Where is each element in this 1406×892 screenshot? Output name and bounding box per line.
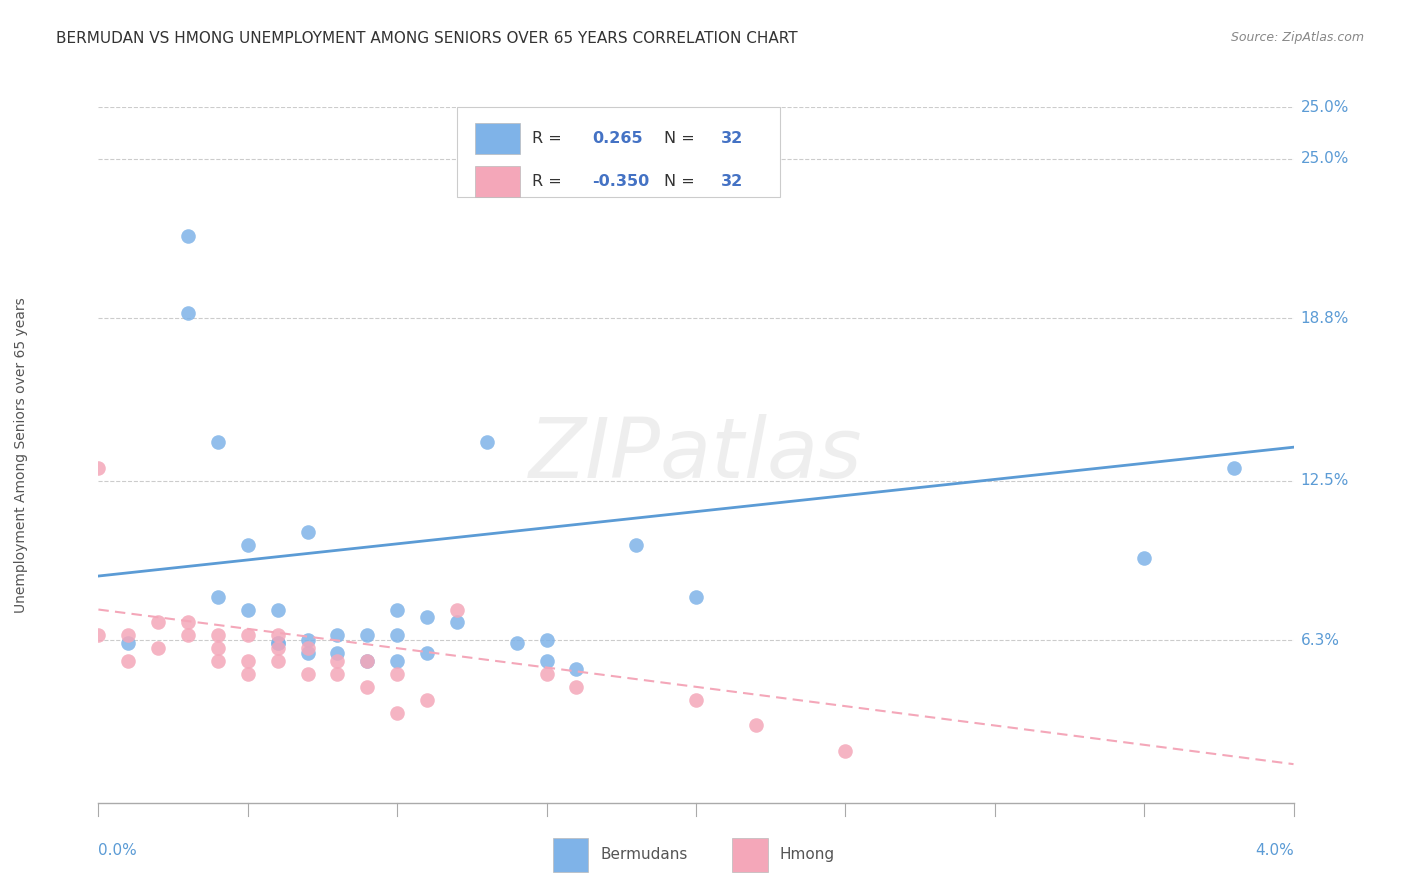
Point bbox=[356, 654, 378, 668]
Point bbox=[87, 460, 110, 475]
Text: -0.350: -0.350 bbox=[592, 174, 650, 189]
FancyBboxPatch shape bbox=[553, 838, 589, 872]
Point bbox=[416, 646, 439, 660]
Point bbox=[565, 680, 588, 694]
Point bbox=[1222, 460, 1246, 475]
Text: 12.5%: 12.5% bbox=[1301, 473, 1348, 488]
Text: 32: 32 bbox=[721, 174, 744, 189]
Text: ZIPatlas: ZIPatlas bbox=[529, 415, 863, 495]
Point bbox=[385, 706, 409, 720]
Point bbox=[385, 628, 409, 642]
Point bbox=[207, 628, 229, 642]
Point bbox=[236, 538, 259, 552]
Point bbox=[207, 654, 229, 668]
FancyBboxPatch shape bbox=[733, 838, 768, 872]
Point bbox=[536, 654, 558, 668]
Text: BERMUDAN VS HMONG UNEMPLOYMENT AMONG SENIORS OVER 65 YEARS CORRELATION CHART: BERMUDAN VS HMONG UNEMPLOYMENT AMONG SEN… bbox=[56, 31, 797, 46]
Point bbox=[506, 636, 529, 650]
Point bbox=[446, 615, 468, 630]
Point bbox=[297, 641, 319, 656]
FancyBboxPatch shape bbox=[475, 166, 520, 197]
Point bbox=[267, 628, 290, 642]
Point bbox=[207, 435, 229, 450]
Point bbox=[236, 667, 259, 681]
Point bbox=[177, 306, 200, 320]
Text: 6.3%: 6.3% bbox=[1301, 633, 1340, 648]
Point bbox=[148, 641, 170, 656]
Point bbox=[267, 636, 290, 650]
Point bbox=[685, 590, 707, 604]
Point bbox=[177, 628, 200, 642]
Point bbox=[117, 654, 139, 668]
Text: 25.0%: 25.0% bbox=[1301, 151, 1348, 166]
Point bbox=[356, 680, 378, 694]
Text: 4.0%: 4.0% bbox=[1254, 843, 1294, 858]
Point bbox=[236, 654, 259, 668]
Point bbox=[356, 654, 378, 668]
Point bbox=[326, 654, 349, 668]
Point bbox=[297, 525, 319, 540]
Point bbox=[416, 610, 439, 624]
Text: R =: R = bbox=[533, 131, 567, 146]
Point bbox=[267, 602, 290, 616]
Point bbox=[385, 667, 409, 681]
Point bbox=[297, 667, 319, 681]
Text: Unemployment Among Seniors over 65 years: Unemployment Among Seniors over 65 years bbox=[14, 297, 28, 613]
Text: 18.8%: 18.8% bbox=[1301, 310, 1348, 326]
Point bbox=[267, 641, 290, 656]
Point bbox=[536, 667, 558, 681]
Point bbox=[177, 615, 200, 630]
Point bbox=[297, 646, 319, 660]
Point bbox=[148, 615, 170, 630]
Text: 32: 32 bbox=[721, 131, 744, 146]
Text: 25.0%: 25.0% bbox=[1301, 100, 1348, 114]
Text: N =: N = bbox=[664, 174, 700, 189]
Point bbox=[385, 602, 409, 616]
Text: Source: ZipAtlas.com: Source: ZipAtlas.com bbox=[1230, 31, 1364, 45]
Text: Hmong: Hmong bbox=[779, 847, 835, 863]
Point bbox=[685, 692, 707, 706]
Point bbox=[385, 654, 409, 668]
Point bbox=[565, 662, 588, 676]
Point bbox=[1133, 551, 1156, 566]
Point bbox=[834, 744, 856, 758]
Text: N =: N = bbox=[664, 131, 700, 146]
Text: R =: R = bbox=[533, 174, 567, 189]
Point bbox=[326, 628, 349, 642]
Point bbox=[446, 602, 468, 616]
Point bbox=[745, 718, 768, 732]
Point bbox=[267, 636, 290, 650]
Point bbox=[207, 641, 229, 656]
Point bbox=[326, 667, 349, 681]
FancyBboxPatch shape bbox=[475, 123, 520, 154]
Point bbox=[236, 628, 259, 642]
Point bbox=[624, 538, 647, 552]
Text: 0.0%: 0.0% bbox=[98, 843, 138, 858]
Point bbox=[117, 628, 139, 642]
Text: 0.265: 0.265 bbox=[592, 131, 643, 146]
Point bbox=[207, 590, 229, 604]
Point bbox=[536, 633, 558, 648]
Text: Bermudans: Bermudans bbox=[600, 847, 688, 863]
Point bbox=[117, 636, 139, 650]
Point bbox=[267, 654, 290, 668]
Point bbox=[297, 633, 319, 648]
Point bbox=[87, 628, 110, 642]
Point bbox=[416, 692, 439, 706]
Point bbox=[356, 628, 378, 642]
FancyBboxPatch shape bbox=[457, 107, 779, 197]
Point bbox=[326, 646, 349, 660]
Point bbox=[236, 602, 259, 616]
Point bbox=[475, 435, 498, 450]
Point bbox=[177, 228, 200, 243]
